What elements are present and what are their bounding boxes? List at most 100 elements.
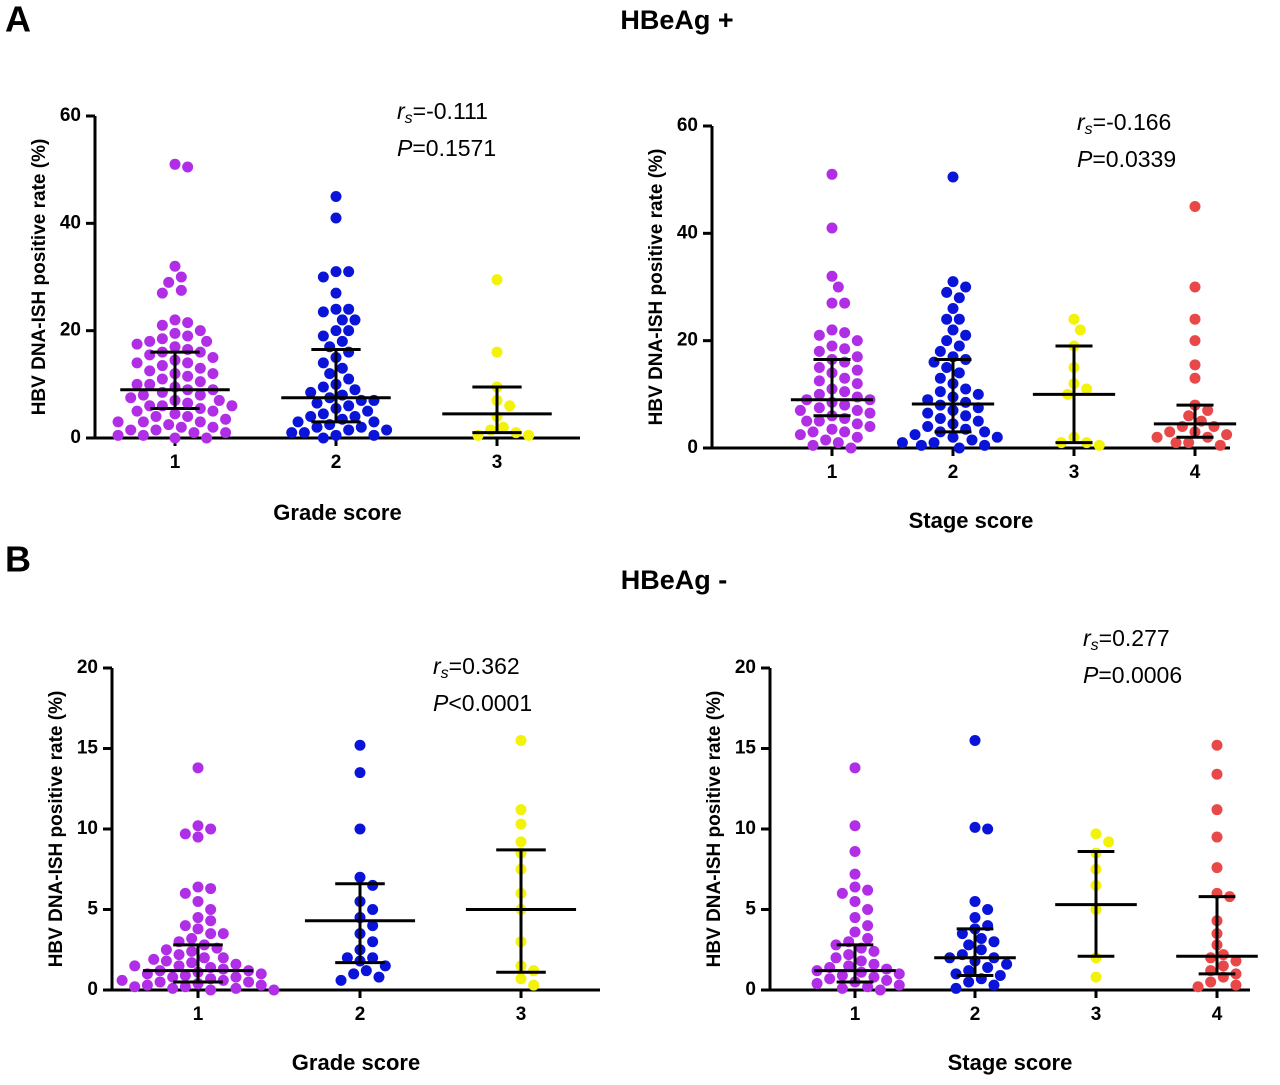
dot <box>813 329 825 341</box>
dot <box>230 958 242 970</box>
dot <box>1001 958 1013 970</box>
stat-p: P=0.1571 <box>397 135 496 161</box>
dot <box>963 939 975 951</box>
dot <box>317 306 329 318</box>
y-tick-label: 15 <box>77 738 99 759</box>
dot <box>855 955 867 967</box>
dot <box>192 912 204 924</box>
dot <box>144 335 156 347</box>
dot <box>112 416 124 428</box>
dot <box>205 915 217 927</box>
dot <box>975 944 987 956</box>
stat-r-text: =-0.111 <box>413 98 488 124</box>
dot <box>909 429 921 441</box>
dot <box>934 412 946 424</box>
dot <box>1230 955 1242 967</box>
dot <box>1221 429 1233 441</box>
dot <box>1205 952 1217 964</box>
panel-label: A <box>5 0 31 40</box>
dot <box>851 418 863 430</box>
stat-p: P=0.0006 <box>1083 662 1182 688</box>
x-tick-label: 1 <box>170 452 181 473</box>
dot <box>354 739 366 751</box>
x-tick-label: 3 <box>1091 1004 1102 1025</box>
dot <box>167 982 179 994</box>
y-tick-label: 20 <box>735 657 756 678</box>
dot <box>1164 426 1176 438</box>
dot <box>217 928 229 940</box>
dot <box>137 429 149 441</box>
dot <box>868 958 880 970</box>
dot <box>194 325 206 337</box>
dot <box>1068 313 1080 325</box>
y-tick-label: 5 <box>87 899 98 920</box>
dot <box>217 952 229 964</box>
dot <box>934 386 946 398</box>
dot <box>217 963 229 975</box>
dot <box>1189 359 1201 371</box>
dot <box>367 904 379 915</box>
dot <box>305 386 317 398</box>
dot <box>1214 439 1226 451</box>
dot <box>207 421 219 433</box>
dot <box>515 836 527 848</box>
y-tick-label: 40 <box>60 212 81 233</box>
dot <box>160 955 172 967</box>
dot <box>343 266 355 278</box>
dot <box>201 335 213 347</box>
dot <box>354 767 366 779</box>
dot <box>1202 404 1214 416</box>
y-axis-label: HBV DNA-ISH positive rate (%) <box>704 691 725 968</box>
dot <box>317 357 329 369</box>
dot <box>268 984 280 996</box>
dot <box>824 973 836 985</box>
dot <box>849 881 861 893</box>
dot <box>298 427 310 439</box>
dot <box>349 314 361 326</box>
y-tick-label: 20 <box>77 657 98 678</box>
dot <box>355 421 367 433</box>
dot <box>515 973 527 985</box>
dot <box>953 313 965 325</box>
dot <box>182 397 194 409</box>
dot <box>851 335 863 347</box>
dot <box>194 346 206 358</box>
dot <box>845 442 857 454</box>
dot <box>194 389 206 401</box>
dot <box>963 976 975 988</box>
y-tick-label: 0 <box>687 437 698 458</box>
dot <box>826 270 838 282</box>
plot: 0 20 40 60 HBV DNA-ISH positive rate (%) Grad… <box>29 98 580 525</box>
dot <box>1183 410 1195 422</box>
y-tick-label: 40 <box>677 222 698 243</box>
x-tick-label: 3 <box>492 452 503 473</box>
dot <box>941 362 953 373</box>
dot <box>849 846 861 858</box>
dot <box>125 424 137 436</box>
stat-p: P<0.0001 <box>433 690 532 716</box>
dot <box>947 302 959 314</box>
dot <box>129 960 141 972</box>
dot <box>953 442 965 454</box>
dot <box>167 971 179 983</box>
dot <box>1151 431 1163 443</box>
dot <box>826 423 838 435</box>
dot <box>491 274 503 286</box>
dot <box>169 260 181 272</box>
panel-title: HBeAg + <box>620 5 733 35</box>
dot <box>969 912 981 924</box>
x-tick-label: 2 <box>970 1004 981 1025</box>
dot <box>317 271 329 283</box>
dot <box>528 979 540 991</box>
dot <box>179 887 191 899</box>
dot <box>1211 768 1223 780</box>
dot <box>881 963 893 975</box>
dot <box>953 340 965 352</box>
dot <box>173 949 185 961</box>
stat-r-symbol: r <box>433 653 442 679</box>
dot <box>1217 960 1229 972</box>
dot <box>794 429 806 441</box>
dot <box>169 158 181 170</box>
dot <box>255 968 267 980</box>
stat-r-text: =0.362 <box>449 653 520 679</box>
